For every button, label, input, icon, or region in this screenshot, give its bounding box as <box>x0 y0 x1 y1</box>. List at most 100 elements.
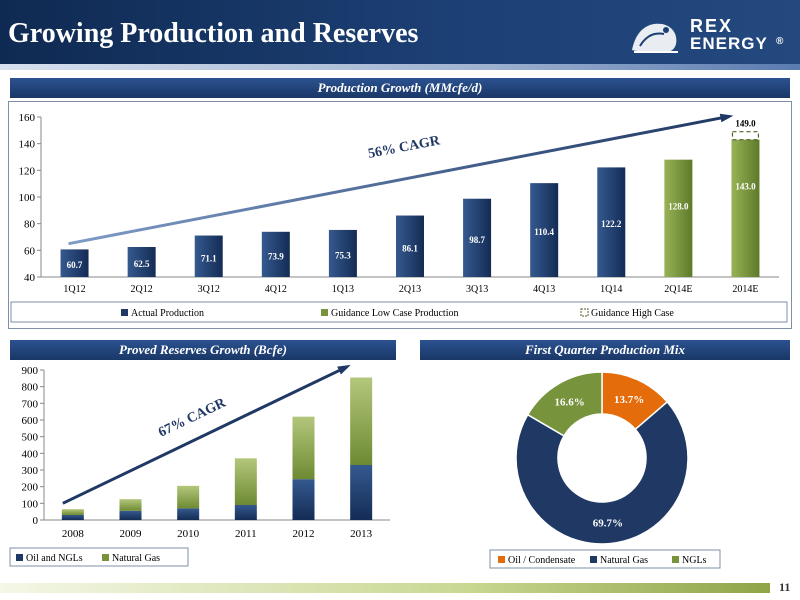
natural-gas-bar <box>177 485 200 509</box>
y-tick-label: 100 <box>22 498 39 510</box>
legend-label: NGLs <box>682 555 707 566</box>
footer-bar <box>0 583 770 593</box>
logo-text-energy: ENERGY <box>690 34 768 53</box>
bar-data-label: 122.2 <box>601 219 622 229</box>
reserves-chart: 0 100 200 300 400 500 600 700 800 900 2008 2009 2010… <box>9 364 390 567</box>
y-tick-label: 900 <box>22 365 39 377</box>
y-tick-label: 120 <box>19 165 36 177</box>
y-tick-label: 200 <box>22 482 39 494</box>
cagr-arrow <box>68 114 730 246</box>
y-tick-label: 140 <box>19 139 36 151</box>
guidance-low-bar <box>731 139 760 277</box>
legend-label: Natural Gas <box>600 555 648 566</box>
oil-ngl-bar <box>292 479 315 520</box>
x-tick-label: 3Q12 <box>198 284 220 295</box>
guidance-low-bar <box>664 159 693 277</box>
x-tick-label: 2011 <box>235 528 257 540</box>
mix-chart-banner: First Quarter Production Mix <box>420 340 790 360</box>
mix-chart-panel: 13.7% 69.7% 16.6% Oil / Condensate Natural G… <box>420 362 790 572</box>
bar-data-label: 110.4 <box>534 227 554 237</box>
legend-swatch-gas <box>102 554 109 561</box>
x-tick-label: 2014E <box>732 284 758 295</box>
legend-swatch <box>498 556 505 563</box>
cagr-arrow-head <box>719 113 734 123</box>
natural-gas-bar <box>292 416 315 480</box>
legend-swatch-low <box>321 309 328 316</box>
x-tick-label: 1Q14 <box>600 284 622 295</box>
natural-gas-bar <box>350 377 373 465</box>
ngls-slice <box>526 371 603 437</box>
actual-production-bar <box>261 231 290 277</box>
cagr-arrow <box>62 365 348 505</box>
cagr-label: 67% CAGR <box>156 395 229 440</box>
bar-data-label: 98.7 <box>469 235 485 245</box>
actual-production-bar <box>328 229 357 277</box>
cagr-arrow-head <box>337 364 351 375</box>
legend-label-low: Guidance Low Case Production <box>331 308 458 319</box>
logo-emblem-icon <box>632 23 678 53</box>
page-number: 11 <box>779 580 791 594</box>
bar-data-label: 71.1 <box>201 253 217 263</box>
y-tick-label: 80 <box>24 219 36 231</box>
x-tick-label: 2Q13 <box>399 284 421 295</box>
legend-box <box>489 549 721 569</box>
production-chart-banner: Production Growth (MMcfe/d) <box>10 78 790 98</box>
actual-production-bar <box>530 183 559 277</box>
production-chart-panel: 40 60 80 100 120 140 160 1Q12 60.7 2Q12 62.5 3Q12 71… <box>8 101 792 329</box>
x-tick-label: 1Q13 <box>332 284 354 295</box>
x-tick-label: 2Q14E <box>664 284 692 295</box>
oil-ngl-bar <box>177 508 200 520</box>
legend-box <box>10 301 788 323</box>
actual-production-bar <box>597 167 626 277</box>
y-tick-label: 600 <box>22 415 39 427</box>
legend-swatch-actual <box>121 309 128 316</box>
cagr-label: 56% CAGR <box>367 133 442 162</box>
company-logo: REX ENERGY ® <box>626 16 796 56</box>
actual-production-bar <box>60 249 89 277</box>
y-tick-label: 500 <box>22 432 39 444</box>
y-tick-label: 800 <box>22 382 39 394</box>
bar-data-label: 62.5 <box>134 259 150 269</box>
legend-swatch <box>672 556 679 563</box>
bar-data-label: 86.1 <box>402 243 418 253</box>
natural-gas-bar <box>234 458 257 505</box>
y-tick-label: 100 <box>19 192 36 204</box>
reserves-chart-banner: Proved Reserves Growth (Bcfe) <box>10 340 396 360</box>
x-tick-label: 3Q13 <box>466 284 488 295</box>
natural-gas-slice <box>515 400 689 545</box>
x-tick-label: 4Q13 <box>533 284 555 295</box>
oil-ngl-bar <box>234 505 257 520</box>
x-tick-label: 2008 <box>62 528 85 540</box>
oil-ngl-bar <box>350 465 373 520</box>
legend-swatch <box>590 556 597 563</box>
y-tick-label: 0 <box>33 515 39 527</box>
actual-production-bar <box>194 235 223 277</box>
x-tick-label: 2009 <box>120 528 143 540</box>
production-chart: 40 60 80 100 120 140 160 1Q12 60.7 2Q12 62.5 3Q12 71… <box>10 112 788 323</box>
mix-chart: 13.7% 69.7% 16.6% Oil / Condensate Natural G… <box>489 371 721 569</box>
legend-label-actual: Actual Production <box>131 308 204 319</box>
actual-production-bar <box>127 247 156 277</box>
logo-registered-mark: ® <box>776 36 784 47</box>
slice-value-label: 13.7% <box>614 394 644 406</box>
slice-value-label: 69.7% <box>593 518 623 530</box>
legend-swatch-high <box>580 308 589 317</box>
legend-label-gas: Natural Gas <box>112 553 160 564</box>
guidance-high-bar <box>731 131 760 141</box>
bar-data-label: 128.0 <box>668 202 689 212</box>
bar-data-label: 75.3 <box>335 250 351 260</box>
oil-ngl-bar <box>119 510 142 520</box>
y-tick-label: 300 <box>22 465 39 477</box>
legend-swatch-oil <box>16 554 23 561</box>
x-tick-label: 4Q12 <box>265 284 287 295</box>
actual-production-bar <box>396 215 424 277</box>
y-tick-label: 400 <box>22 448 39 460</box>
x-tick-label: 2Q12 <box>131 284 153 295</box>
y-tick-label: 60 <box>24 245 36 257</box>
header-stripe <box>0 64 800 70</box>
bar-data-label: 143.0 <box>735 182 756 192</box>
legend-label-high: Guidance High Case <box>591 308 674 319</box>
natural-gas-bar <box>61 509 84 515</box>
x-tick-label: 2012 <box>293 528 315 540</box>
x-tick-label: 1Q12 <box>63 284 85 295</box>
